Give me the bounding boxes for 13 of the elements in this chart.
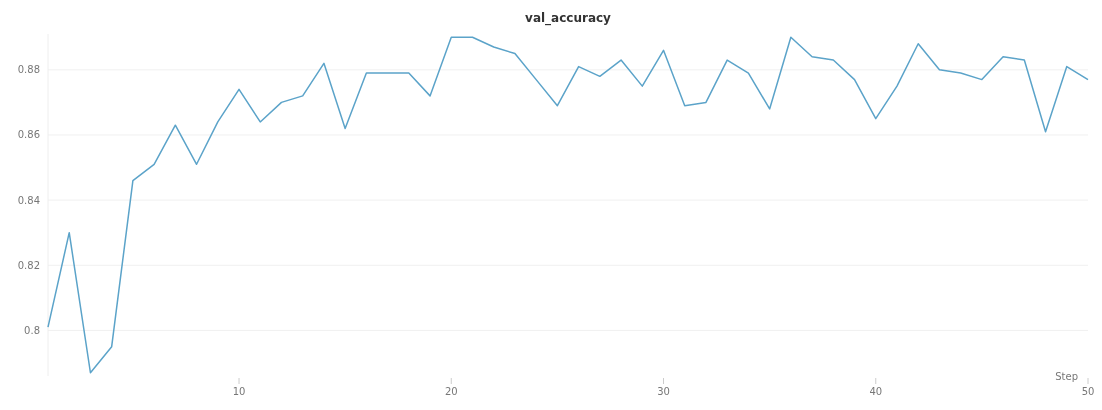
x-tick-label: 30 <box>657 386 670 397</box>
x-tick-label: 20 <box>444 386 458 397</box>
y-tick-label: 0.88 <box>17 64 40 76</box>
x-tick-label: 40 <box>869 386 883 397</box>
chart-title: val_accuracy <box>525 11 612 26</box>
x-tick-label: 50 <box>1081 386 1095 397</box>
x-axis-title: Step <box>1055 371 1078 382</box>
y-tick-label: 0.8 <box>24 324 40 336</box>
y-tick-label: 0.84 <box>17 194 40 206</box>
y-tick-label: 0.86 <box>17 129 40 141</box>
x-tick-label: 10 <box>232 386 246 397</box>
y-tick-label: 0.82 <box>17 259 40 271</box>
line-series <box>47 36 1089 374</box>
